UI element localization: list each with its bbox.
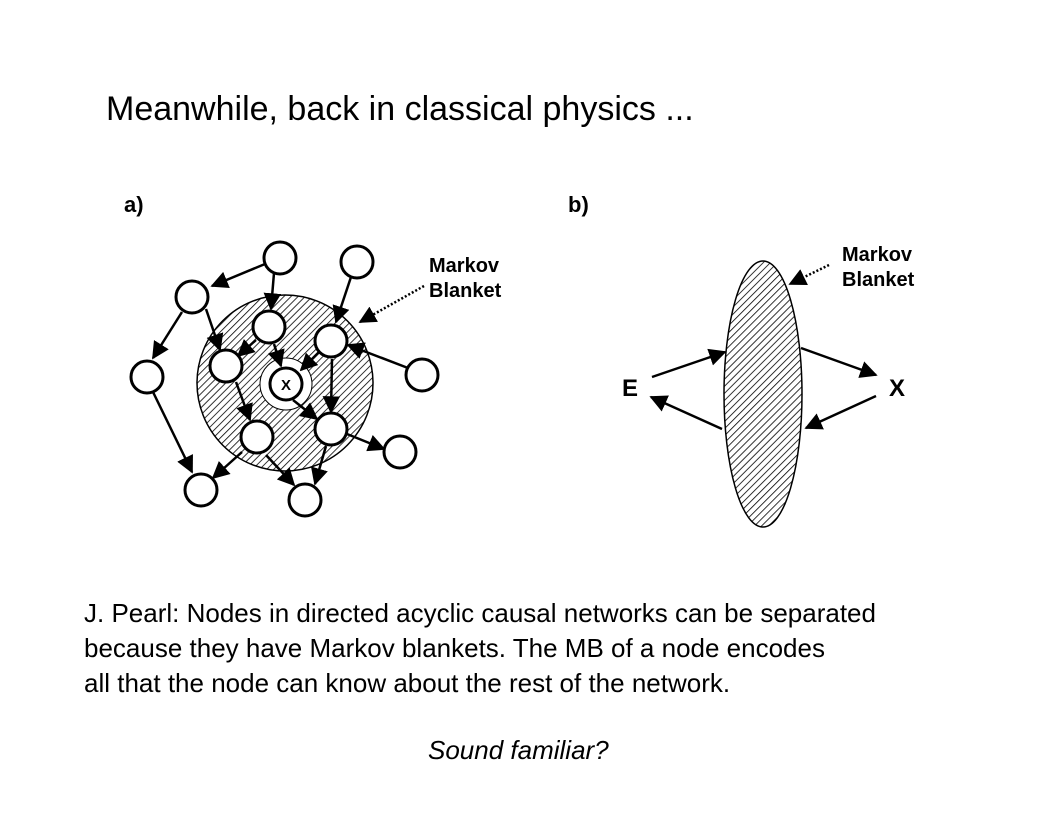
network-node: [183, 472, 219, 508]
markov-blanket-label-a-line1: Markov: [429, 255, 500, 277]
network-node: [313, 323, 349, 359]
x-node-a: [268, 366, 304, 402]
network-node: [208, 348, 244, 384]
x-node-a-label: X: [281, 377, 291, 394]
caption-line: all that the node can know about the res…: [84, 668, 731, 698]
closing-question: Sound familiar?: [428, 735, 609, 765]
e-node-label: E: [622, 375, 638, 402]
network-node: [382, 434, 418, 470]
blanket-pointer-a: [358, 284, 425, 324]
markov-blanket-label-b-line1: Markov: [842, 244, 913, 266]
panel-b-label: b): [568, 192, 589, 217]
arrow-blanket-to-x: [800, 346, 878, 378]
network-node: [287, 482, 323, 518]
arrow-blanket-to-e: [649, 395, 723, 431]
network-node: [251, 309, 287, 345]
network-node: [339, 244, 375, 280]
markov-blanket-label-b-line2: Blanket: [842, 269, 915, 291]
slide-title: Meanwhile, back in classical physics ...: [106, 90, 694, 128]
markov-blanket-label-a: Markov Blanket: [429, 254, 501, 304]
network-node: [129, 359, 165, 395]
panel-b-diagram: E X: [622, 260, 905, 528]
network-node: [313, 411, 349, 447]
markov-blanket-label-a-line2: Blanket: [429, 280, 502, 302]
caption: J. Pearl: Nodes in directed acyclic caus…: [84, 596, 876, 701]
network-node: [262, 240, 298, 276]
network-node: [174, 279, 210, 315]
x-node-b-label: X: [889, 375, 905, 402]
caption-line: J. Pearl: Nodes in directed acyclic caus…: [84, 598, 876, 628]
panel-a-label: a): [124, 192, 144, 217]
network-nodes: X: [129, 240, 440, 518]
network-node: [239, 419, 275, 455]
markov-blanket-label-b: Markov Blanket: [842, 243, 914, 293]
markov-blanket-region-b: [723, 260, 803, 528]
arrow-x-to-blanket: [804, 394, 877, 430]
caption-line: because they have Markov blankets. The M…: [84, 633, 825, 663]
blanket-pointer-b: [788, 263, 830, 286]
arrow-e-to-blanket: [651, 348, 727, 379]
network-edges: [151, 262, 409, 487]
panel-a-network: X: [129, 240, 440, 518]
network-node: [404, 357, 440, 393]
